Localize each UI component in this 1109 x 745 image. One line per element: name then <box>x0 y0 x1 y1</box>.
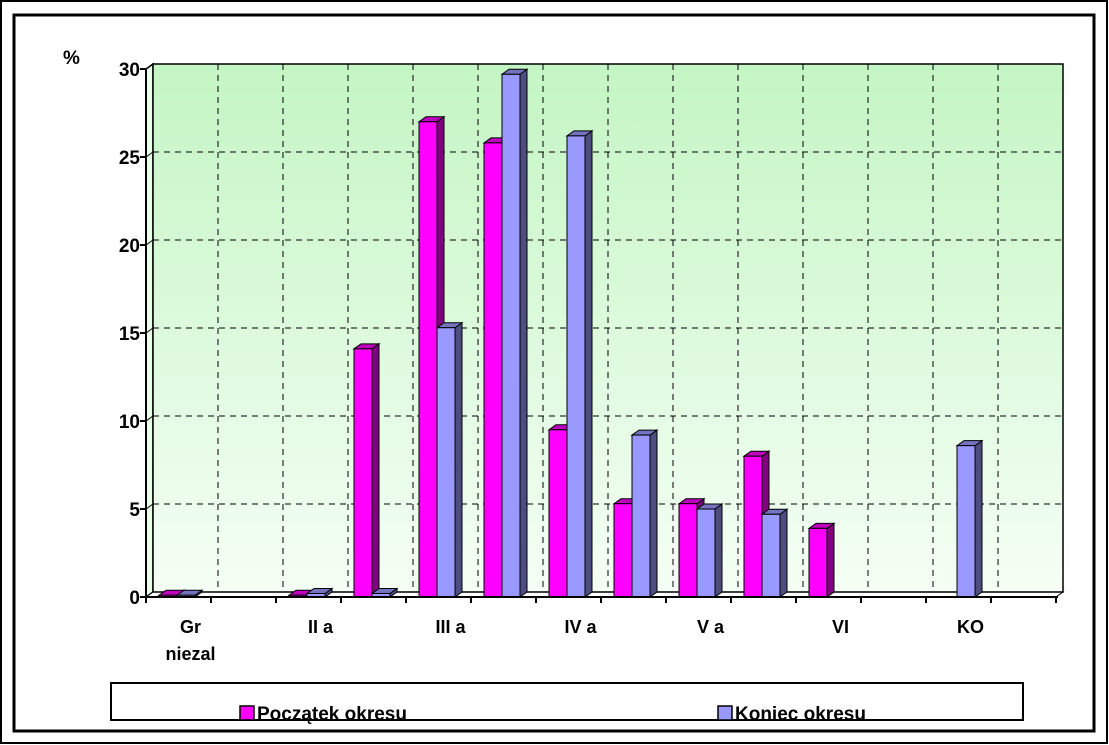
legend: Początek okresu Koniec okresu <box>110 682 1024 725</box>
legend-label-series-2: Koniec okresu <box>735 704 866 725</box>
x-tick-label: IV a <box>564 617 597 637</box>
bar-koniec-6 <box>565 129 594 598</box>
grid-line-h-side <box>145 151 154 158</box>
x-tick-label: VI <box>832 617 849 637</box>
y-tick-label: 5 <box>129 500 140 521</box>
x-axis: Gr niezal II a III a IV a V a VI KO <box>165 617 984 664</box>
y-axis-unit-label: % <box>63 48 80 69</box>
grid-line-h-side <box>145 415 154 422</box>
x-tick-label: III a <box>435 617 466 637</box>
x-tick-label: niezal <box>165 644 215 664</box>
y-tick-label: 10 <box>119 412 140 433</box>
x-tick-label: Gr <box>180 617 201 637</box>
bar-koniec-8 <box>695 503 724 598</box>
grid-line-h-side <box>145 239 154 246</box>
bar-poczatek-10 <box>807 522 836 598</box>
x-tick-label: KO <box>957 617 984 637</box>
legend-box <box>110 682 1024 721</box>
y-tick-label: 15 <box>119 324 141 345</box>
y-tick-label: 20 <box>119 236 140 257</box>
legend-swatch-series-1 <box>239 705 255 721</box>
x-tick-label: II a <box>308 617 334 637</box>
legend-swatch-series-2 <box>717 705 733 721</box>
y-axis: 0 5 10 15 20 25 30 <box>119 60 146 609</box>
grid-line-h-side <box>145 503 154 510</box>
bar-koniec-9 <box>760 508 789 598</box>
grid-line-h-side <box>145 63 154 70</box>
plot-area <box>140 62 1065 603</box>
bar-koniec-12 <box>955 439 984 598</box>
bar-koniec-2 <box>305 587 334 598</box>
y-tick-label: 0 <box>129 588 140 609</box>
y-tick-label: 25 <box>119 148 141 169</box>
bar-poczatek-3 <box>352 342 381 598</box>
bar-koniec-3 <box>370 587 399 598</box>
bar-koniec-4 <box>435 321 464 598</box>
x-tick-label: V a <box>697 617 725 637</box>
legend-label-series-1: Początek okresu <box>257 704 407 725</box>
grid-line-h-side <box>145 327 154 334</box>
bar-koniec-7 <box>630 429 659 598</box>
y-tick-label: 30 <box>119 60 140 81</box>
bar-koniec-5 <box>500 68 529 598</box>
